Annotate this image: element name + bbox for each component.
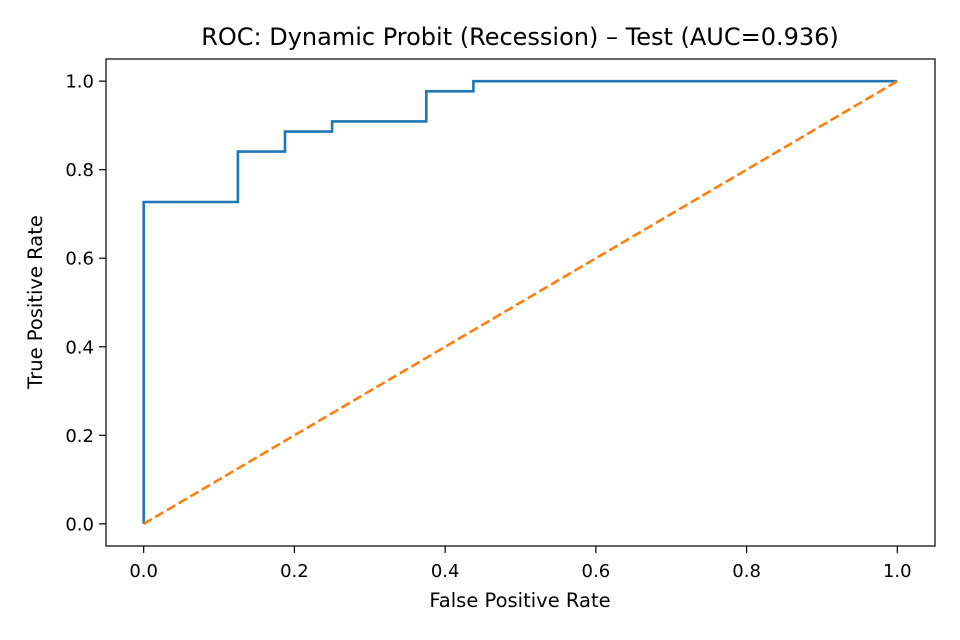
chart-title: ROC: Dynamic Probit (Recession) – Test (… <box>201 23 839 51</box>
roc-curve-line <box>142 79 898 524</box>
x-axis-label: False Positive Rate <box>429 589 610 612</box>
y-axis-ticks: 0.0 0.2 0.4 0.6 0.8 1.0 <box>65 72 106 535</box>
y-tick-label: 0.6 <box>65 249 94 270</box>
chance-diagonal-line <box>143 80 898 525</box>
x-axis-ticks: 0.0 0.2 0.4 0.6 0.8 1.0 <box>129 546 912 582</box>
x-tick-label: 0.0 <box>129 561 158 582</box>
x-tick-label: 0.6 <box>582 561 611 582</box>
y-tick-label: 0.4 <box>65 337 94 358</box>
plot-frame <box>105 58 936 547</box>
x-tick-label: 0.4 <box>431 561 460 582</box>
x-tick-label: 1.0 <box>883 561 912 582</box>
y-tick-label: 0.2 <box>65 426 94 447</box>
y-tick-label: 0.0 <box>65 514 94 535</box>
series-layer <box>142 79 898 525</box>
x-tick-label: 0.8 <box>732 561 761 582</box>
x-tick-label: 0.2 <box>280 561 309 582</box>
y-tick-label: 1.0 <box>65 72 94 93</box>
y-tick-label: 0.8 <box>65 160 94 181</box>
plot-area <box>105 58 936 547</box>
y-axis-label: True Positive Rate <box>24 215 47 390</box>
